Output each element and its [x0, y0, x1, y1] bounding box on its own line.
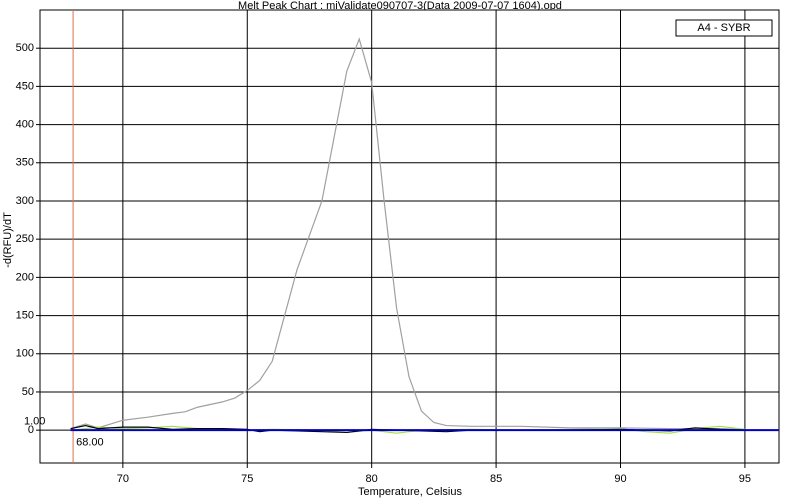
threshold-y-label: 1.00 [24, 415, 45, 427]
legend-box [675, 19, 773, 37]
x-tick-label: 90 [614, 473, 626, 485]
y-tick-label: 100 [16, 348, 34, 360]
x-tick-label: 80 [366, 473, 378, 485]
x-tick-label: 70 [117, 473, 129, 485]
x-tick-label: 95 [739, 473, 751, 485]
y-tick-label: 500 [16, 42, 34, 54]
x-tick-label: 75 [241, 473, 253, 485]
y-tick-label: 50 [22, 386, 34, 398]
y-tick-label: 350 [16, 157, 34, 169]
series-line [72, 37, 745, 430]
y-tick-label: 250 [16, 233, 34, 245]
y-axis-label: -d(RFU)/dT [2, 212, 14, 268]
y-tick-label: 0 [28, 424, 34, 436]
legend-label: A4 - SYBR [697, 22, 750, 34]
plot-area [39, 9, 780, 464]
x-tick-label: 85 [490, 473, 502, 485]
chart-title: Melt Peak Chart : miValidate090707-3(Dat… [238, 0, 562, 12]
threshold-x-label: 68.00 [76, 436, 104, 448]
y-tick-label: 400 [16, 118, 34, 130]
y-tick-label: 300 [16, 195, 34, 207]
y-tick-label: 200 [16, 271, 34, 283]
y-tick-label: 150 [16, 309, 34, 321]
x-axis-label: Temperature, Celsius [358, 486, 462, 498]
y-tick-label: 450 [16, 80, 34, 92]
